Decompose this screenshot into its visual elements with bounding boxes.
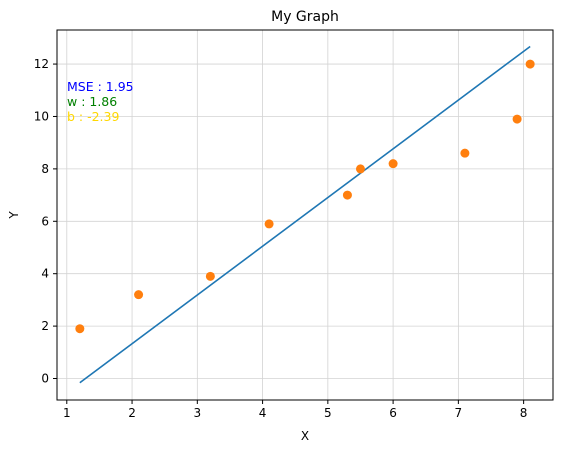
data-point	[512, 114, 522, 124]
grid	[57, 30, 553, 400]
y-tick-label: 0	[41, 372, 49, 386]
x-tick-label: 3	[193, 406, 201, 420]
y-tick-label: 10	[34, 109, 49, 123]
regression-line	[79, 45, 531, 384]
annotations: MSE : 1.95w : 1.86b : -2.39	[67, 79, 134, 124]
x-tick-label: 6	[389, 406, 397, 420]
plot-frame	[56, 29, 554, 401]
annotation-text: b : -2.39	[67, 109, 119, 124]
x-tick-label: 2	[128, 406, 136, 420]
fit-line-layer	[79, 45, 531, 384]
y-tick-label: 8	[41, 162, 49, 176]
y-tick-label: 6	[41, 214, 49, 228]
y-tick-label: 2	[41, 319, 49, 333]
x-axis-label: X	[301, 429, 309, 443]
data-point	[388, 159, 398, 169]
data-point	[355, 164, 365, 174]
chart-title: My Graph	[271, 9, 339, 25]
y-tick-label: 4	[41, 267, 49, 281]
scatter-points	[75, 59, 535, 334]
data-point	[205, 271, 215, 281]
data-point	[525, 59, 535, 69]
x-tick-label: 1	[63, 406, 71, 420]
x-tick-label: 8	[520, 406, 528, 420]
x-tick-label: 5	[324, 406, 332, 420]
data-point	[134, 290, 144, 300]
annotation-text: w : 1.86	[67, 94, 117, 109]
data-point	[75, 324, 85, 334]
x-tick-label: 7	[455, 406, 463, 420]
y-axis-label: Y	[7, 211, 21, 220]
annotation-text: MSE : 1.95	[67, 79, 134, 94]
data-point	[460, 148, 470, 158]
data-point	[264, 219, 274, 229]
x-tick-label: 4	[259, 406, 267, 420]
data-point	[342, 190, 352, 200]
y-ticks: 0 2 4 6 8 10 12	[34, 57, 57, 386]
y-tick-label: 12	[34, 57, 49, 71]
x-ticks: 1 2 3 4 5 6 7 8	[63, 400, 527, 420]
